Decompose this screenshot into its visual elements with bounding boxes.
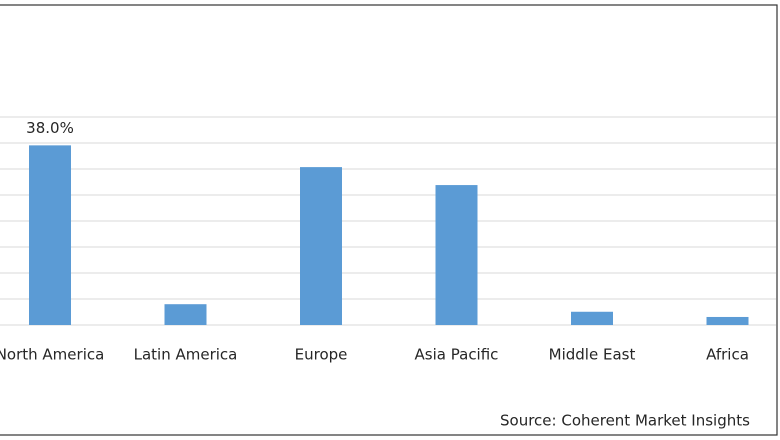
chart-frame <box>0 4 778 436</box>
x-tick-label: Middle East <box>549 346 636 364</box>
bar <box>435 185 478 325</box>
source-note: Source: Coherent Market Insights <box>500 412 750 430</box>
bar <box>300 167 342 325</box>
bar <box>29 145 71 325</box>
x-tick-label: North America <box>0 346 104 364</box>
bar <box>164 304 207 325</box>
x-tick-label: Latin America <box>134 346 238 364</box>
bar <box>571 311 613 325</box>
x-tick-label: Asia Pacific <box>415 346 499 364</box>
x-tick-label: Africa <box>706 346 749 364</box>
data-label: 38.0% <box>26 119 74 137</box>
bar <box>706 316 749 325</box>
x-tick-label: Europe <box>295 346 348 364</box>
